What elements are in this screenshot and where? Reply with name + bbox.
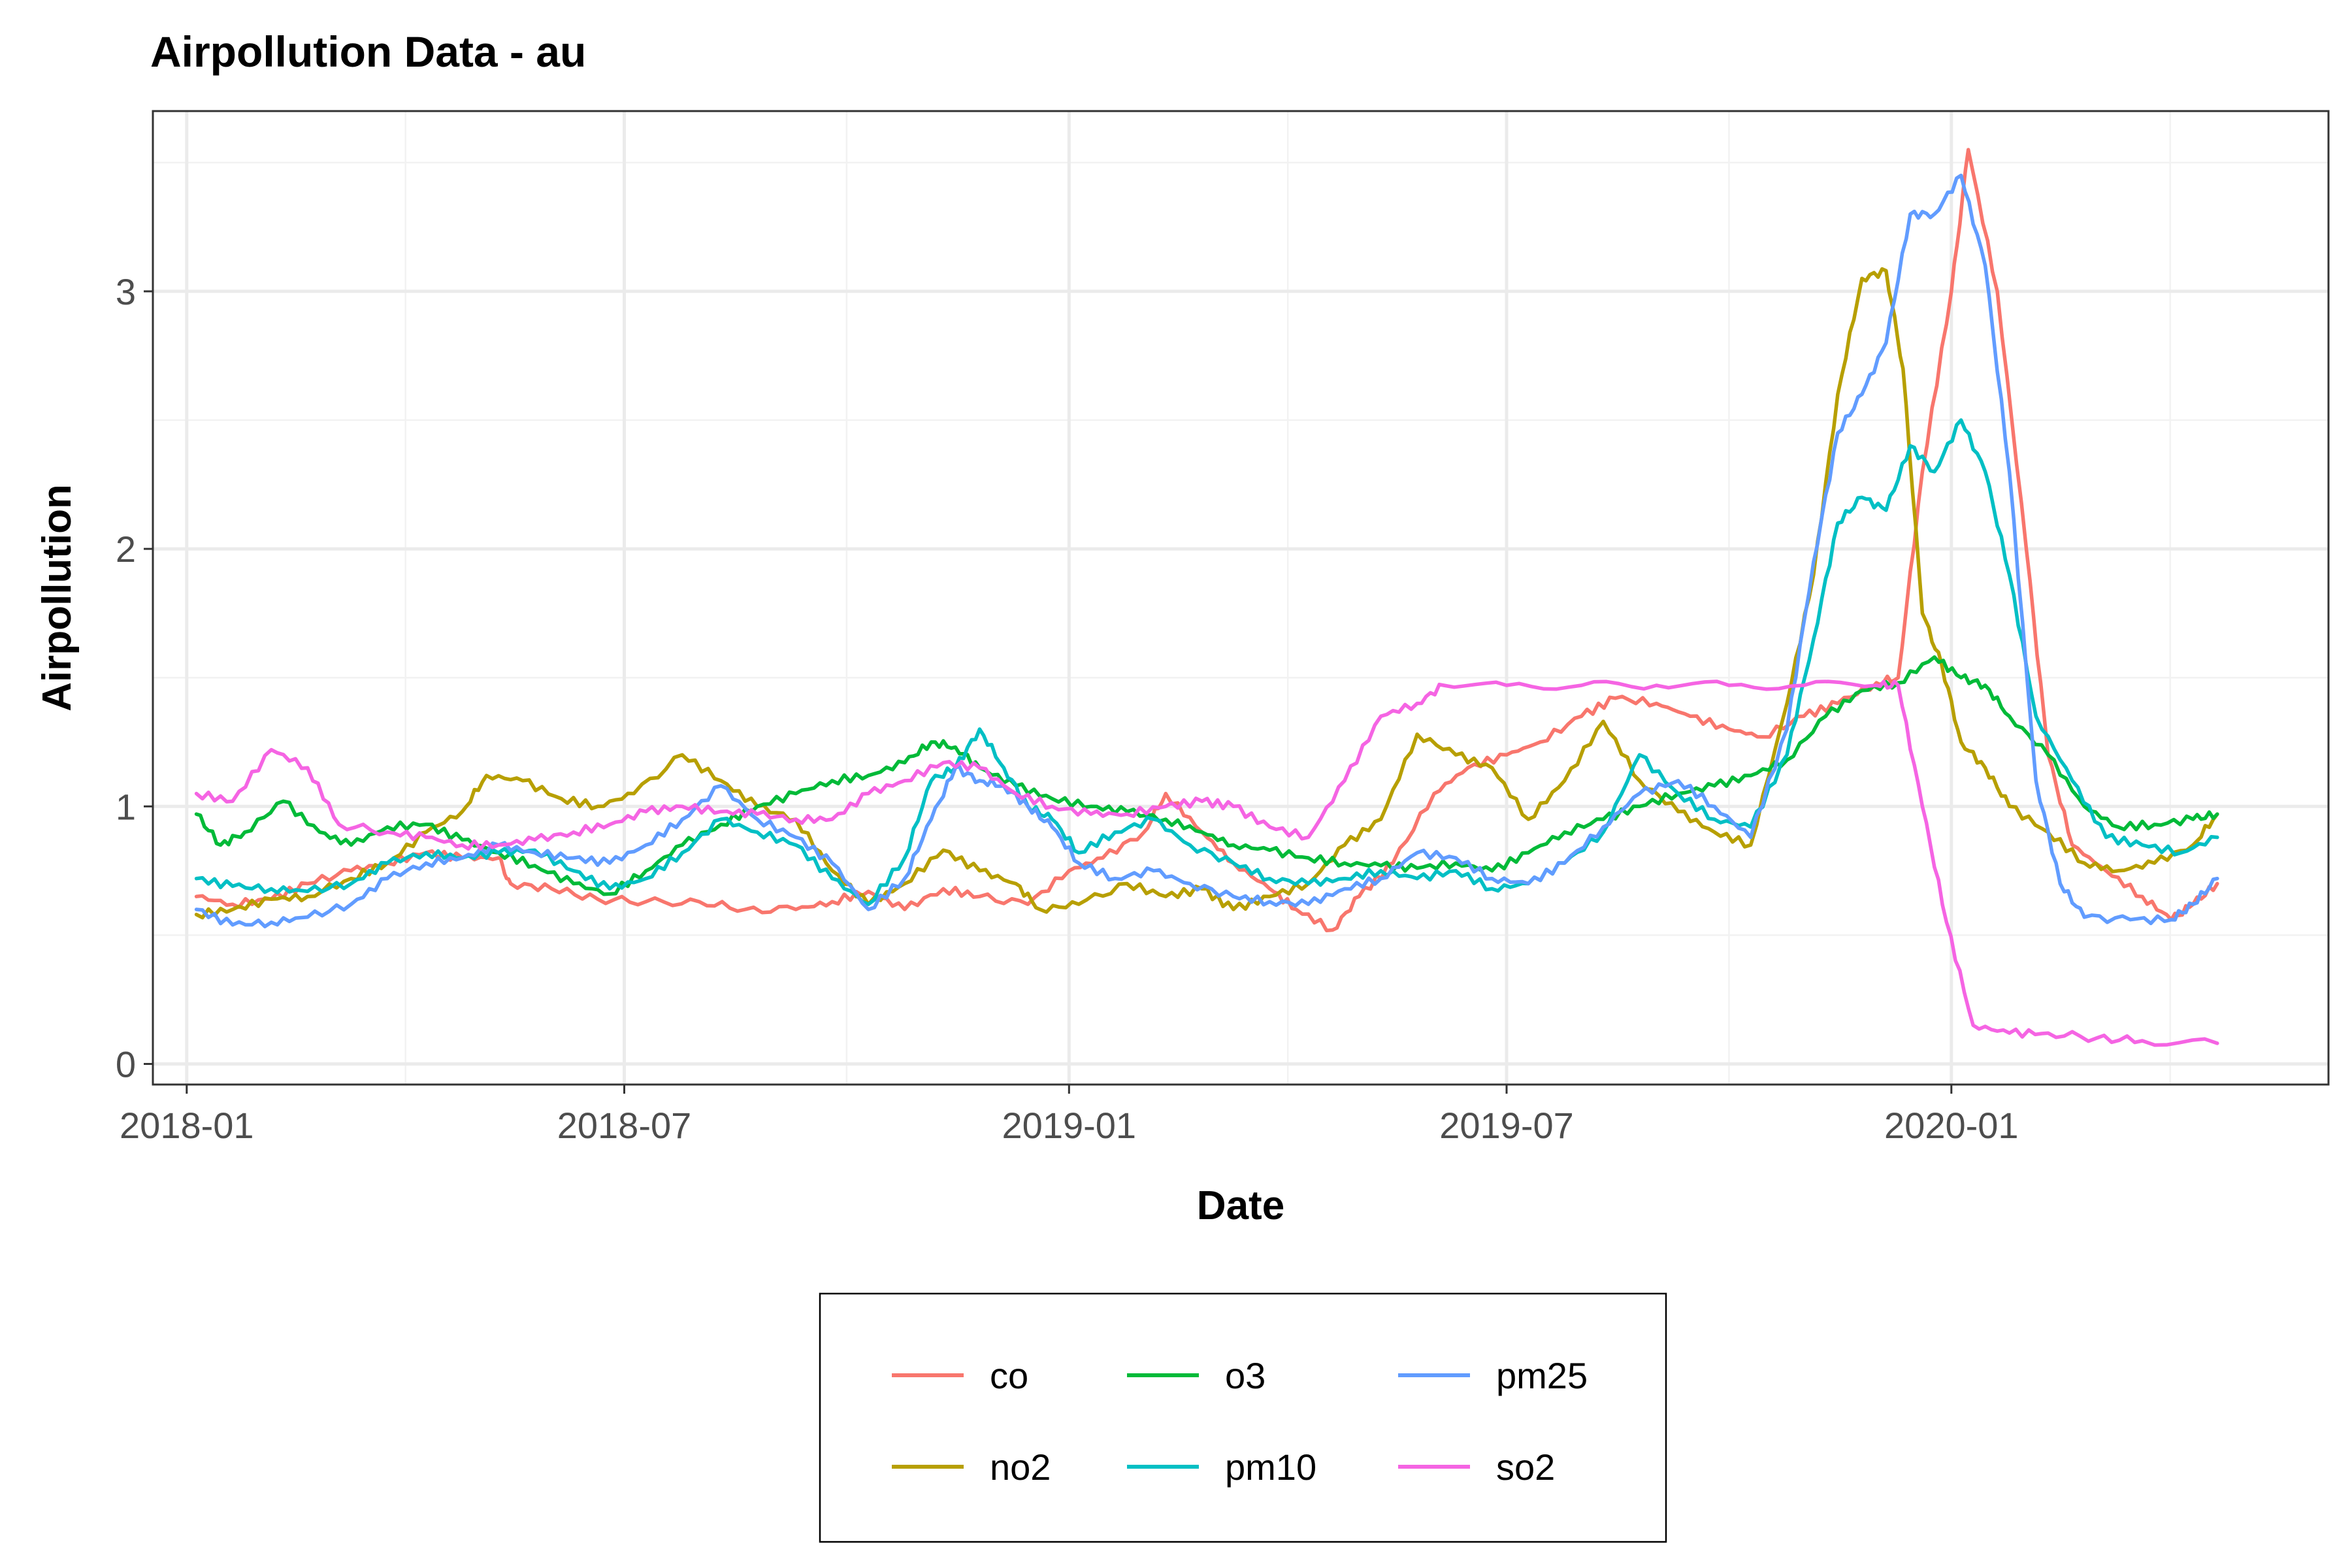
legend-label-pm25: pm25 [1496, 1355, 1588, 1396]
x-tick-label: 2018-07 [557, 1105, 692, 1146]
grid-minor [153, 111, 2328, 1085]
legend-items: co no2 o3 pm10 pm25 so2 [892, 1355, 1588, 1488]
legend-label-pm10: pm10 [1225, 1446, 1316, 1488]
legend: co no2 o3 pm10 pm25 so2 [819, 1292, 1667, 1543]
series-line-so2 [194, 679, 2219, 1047]
legend-label-no2: no2 [990, 1446, 1051, 1488]
x-tick-label: 2019-01 [1002, 1105, 1137, 1146]
x-tick-label: 2018-01 [120, 1105, 254, 1146]
y-tick-label: 2 [116, 529, 136, 570]
legend-label-o3: o3 [1225, 1355, 1266, 1396]
series-line-pm10 [194, 418, 2219, 906]
legend-label-so2: so2 [1496, 1446, 1555, 1488]
chart-title: Airpollution Data - au [150, 27, 586, 76]
x-tick-label: 2019-07 [1439, 1105, 1574, 1146]
x-axis: 2018-01 2018-07 2019-01 2019-07 2020-01 [120, 1085, 2019, 1146]
y-tick-label: 0 [116, 1043, 136, 1085]
x-axis-title: Date [1197, 1183, 1284, 1228]
grid-major [153, 111, 2328, 1085]
series-line-co [194, 148, 2219, 932]
series-line-o3 [194, 655, 2219, 896]
y-axis-title: Airpollution [35, 484, 80, 711]
y-tick-label: 1 [116, 786, 136, 827]
series-lines [194, 148, 2219, 1047]
series-line-pm25 [194, 173, 2219, 928]
legend-box [819, 1292, 1667, 1543]
y-tick-label: 3 [116, 271, 136, 312]
x-tick-label: 2020-01 [1884, 1105, 2019, 1146]
plot-panel-border [152, 110, 2330, 1086]
y-axis: 0 1 2 3 [116, 271, 153, 1085]
legend-label-co: co [990, 1355, 1028, 1396]
series-line-no2 [194, 267, 2219, 920]
